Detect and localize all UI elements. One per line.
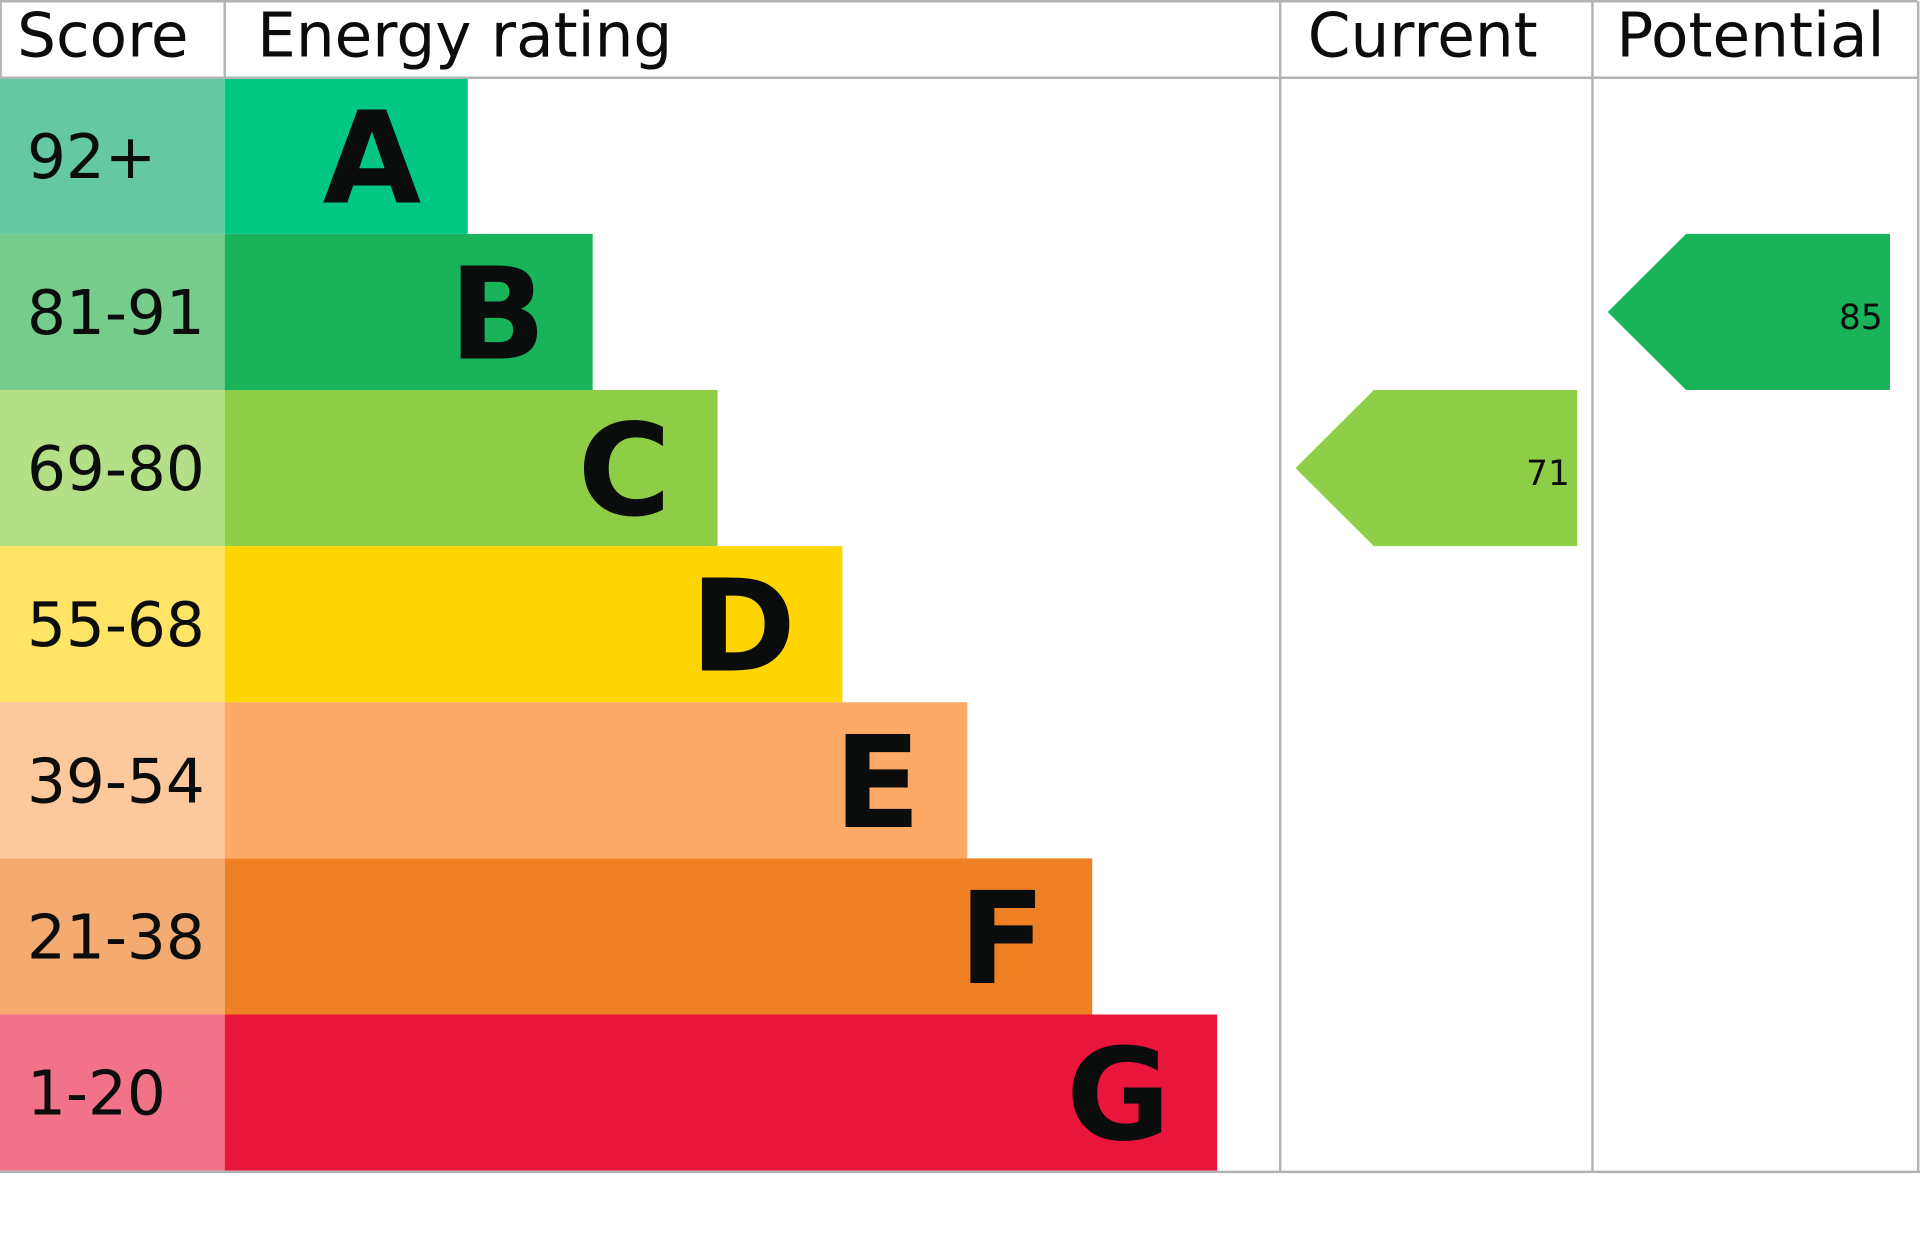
- score-range-e: 39-54: [27, 746, 205, 817]
- band-bar-g: [224, 1014, 1218, 1171]
- grid-lines: [0, 0, 1920, 1174]
- band-bar-f: [224, 858, 1093, 1015]
- score-cell-b: [0, 233, 225, 391]
- band-letter-e: E: [834, 710, 921, 858]
- header-score: Score: [17, 0, 188, 71]
- score-range-a: 92+: [27, 122, 156, 193]
- band-letter-g: G: [1066, 1022, 1171, 1170]
- score-cell-a: [0, 77, 225, 234]
- score-cell-e: [0, 702, 225, 859]
- bands: 92+ A 81-91 B 69-80 C 55-68 D 39-54 E 21-38 F 1-20 G: [0, 77, 1218, 1171]
- band-letter-d: D: [690, 554, 796, 702]
- score-range-c: 69-80: [27, 434, 205, 505]
- score-range-b: 81-91: [27, 278, 205, 349]
- score-cell-f: [0, 858, 225, 1015]
- score-cell-g: [0, 1014, 225, 1171]
- band-letter-c: C: [578, 398, 671, 546]
- score-range-g: 1-20: [27, 1059, 166, 1130]
- current-arrow: [1295, 390, 1578, 547]
- band-bar-c: [224, 390, 718, 547]
- score-cell-d: [0, 546, 225, 703]
- band-bar-d: [224, 546, 843, 703]
- band-bar-a: [224, 77, 468, 234]
- band-bar-e: [224, 702, 968, 859]
- rating-arrows: 71 85: [1295, 233, 1890, 547]
- potential-value: 85: [1839, 298, 1883, 338]
- header-current: Current: [1308, 0, 1538, 71]
- header-energy-rating: Energy rating: [257, 0, 672, 71]
- band-letter-a: A: [323, 85, 422, 233]
- score-range-d: 55-68: [27, 590, 205, 661]
- score-cell-c: [0, 390, 225, 547]
- header-potential: Potential: [1616, 0, 1884, 71]
- band-letter-b: B: [449, 241, 546, 389]
- band-letter-f: F: [959, 866, 1046, 1014]
- current-value: 71: [1526, 454, 1570, 494]
- score-range-f: 21-38: [27, 902, 205, 973]
- band-bar-b: [224, 233, 593, 391]
- potential-arrow: [1607, 233, 1890, 391]
